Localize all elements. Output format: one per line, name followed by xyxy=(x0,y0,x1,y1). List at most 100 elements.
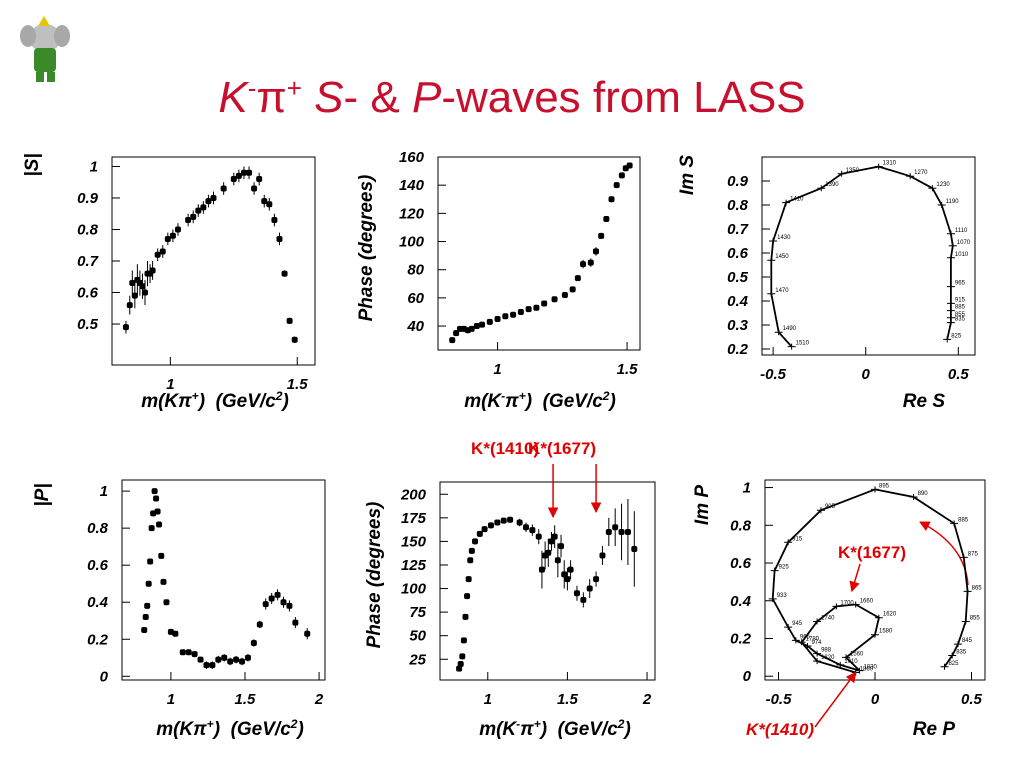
argand-point xyxy=(953,641,962,648)
argand-point xyxy=(948,652,957,659)
x-tick-label: 0.5 xyxy=(961,691,983,708)
data-point xyxy=(172,630,179,637)
data-point xyxy=(500,517,507,524)
data-point xyxy=(191,651,198,658)
y-tick-label: 0 xyxy=(743,668,752,685)
data-point xyxy=(163,599,170,606)
y-tick-label: 0.8 xyxy=(730,517,752,534)
data-point xyxy=(598,232,605,239)
data-point xyxy=(548,538,555,545)
point-label: 988 xyxy=(821,648,832,654)
data-point xyxy=(516,519,523,526)
data-point xyxy=(154,508,161,515)
y-tick-label: 50 xyxy=(409,628,426,645)
x-axis-label: Re P xyxy=(913,719,956,740)
data-point xyxy=(603,215,610,222)
argand-curve xyxy=(770,165,954,348)
data-point xyxy=(286,317,293,324)
data-point xyxy=(558,543,565,550)
data-point xyxy=(256,176,263,183)
y-tick-label: 0.3 xyxy=(727,317,749,334)
data-point xyxy=(221,654,228,661)
data-point xyxy=(251,185,258,192)
y-tick-label: 0.4 xyxy=(87,594,109,611)
annotation: K*(1677) xyxy=(838,543,906,562)
point-label: 1310 xyxy=(883,161,897,167)
data-point xyxy=(486,318,493,325)
data-point xyxy=(291,336,298,343)
point-label: 905 xyxy=(825,504,836,510)
data-point xyxy=(235,172,242,179)
argand-point xyxy=(784,539,793,546)
y-tick-label: 0.4 xyxy=(730,593,752,610)
logo xyxy=(20,16,70,82)
point-label: 885 xyxy=(958,517,969,523)
data-point xyxy=(460,637,467,644)
y-tick-label: 25 xyxy=(408,651,426,668)
point-label: 1510 xyxy=(796,341,810,347)
data-point xyxy=(494,316,501,323)
data-point xyxy=(462,613,469,620)
y-tick-label: 0.9 xyxy=(727,173,749,190)
data-point xyxy=(608,196,615,203)
data-point xyxy=(205,198,212,205)
data-point xyxy=(551,533,558,540)
y-tick-label: 0.7 xyxy=(727,221,749,238)
data-point xyxy=(280,599,287,606)
argand-point xyxy=(874,163,883,170)
data-point xyxy=(220,185,227,192)
point-label: 1560 xyxy=(850,651,864,657)
x-axis-label-part: 2 xyxy=(602,389,610,403)
data-point xyxy=(239,658,246,665)
point-label: 925 xyxy=(779,565,790,571)
y-tick-label: 100 xyxy=(399,234,425,251)
data-point xyxy=(476,530,483,537)
y-tick-label: 0.5 xyxy=(727,269,749,286)
annotation: K*(1677) xyxy=(528,439,596,458)
data-point xyxy=(233,656,240,663)
argand-point xyxy=(837,170,846,177)
data-point xyxy=(131,292,138,299)
title-part: + xyxy=(287,73,302,103)
x-axis-label-part: ) xyxy=(622,719,630,740)
data-point xyxy=(210,194,217,201)
y-tick-label: 0.6 xyxy=(730,555,752,572)
data-point xyxy=(230,176,237,183)
data-point xyxy=(159,248,166,255)
x-axis-label-part: m(K xyxy=(464,391,502,412)
argand-point xyxy=(797,639,806,646)
argand-point xyxy=(937,202,946,208)
data-point xyxy=(179,649,186,656)
argand-point xyxy=(816,507,825,514)
x-axis-label: m(Kπ+) (GeV/c2) xyxy=(156,717,304,740)
data-point xyxy=(142,614,149,621)
x-axis-label-part: + xyxy=(207,717,214,731)
point-label: 1410 xyxy=(790,197,804,203)
data-point xyxy=(141,289,148,296)
y-axis-label: Im P xyxy=(692,485,713,525)
plot-frame xyxy=(761,156,976,356)
data-point xyxy=(126,302,133,309)
x-axis-label-part: π xyxy=(520,719,534,740)
y-tick-label: 200 xyxy=(400,486,427,503)
data-point xyxy=(473,323,480,330)
x-axis-label-part: m(Kπ xyxy=(156,719,207,740)
data-point xyxy=(561,292,568,299)
y-tick-label: 120 xyxy=(399,205,425,222)
argand-point xyxy=(832,603,841,610)
data-point xyxy=(261,198,268,205)
data-point xyxy=(494,519,501,526)
data-point xyxy=(569,286,576,293)
argand-point xyxy=(774,329,783,336)
argand-point xyxy=(836,661,845,668)
annotation: K*(1410) xyxy=(471,439,539,458)
point-label: 825 xyxy=(951,333,962,339)
point-label: 835 xyxy=(956,649,967,655)
data-point xyxy=(154,251,161,258)
data-point xyxy=(580,596,587,603)
data-point xyxy=(507,516,514,523)
point-label: 1740 xyxy=(821,616,835,622)
data-point xyxy=(453,330,460,337)
data-point xyxy=(244,654,251,661)
x-tick-label: 1.5 xyxy=(287,376,309,393)
